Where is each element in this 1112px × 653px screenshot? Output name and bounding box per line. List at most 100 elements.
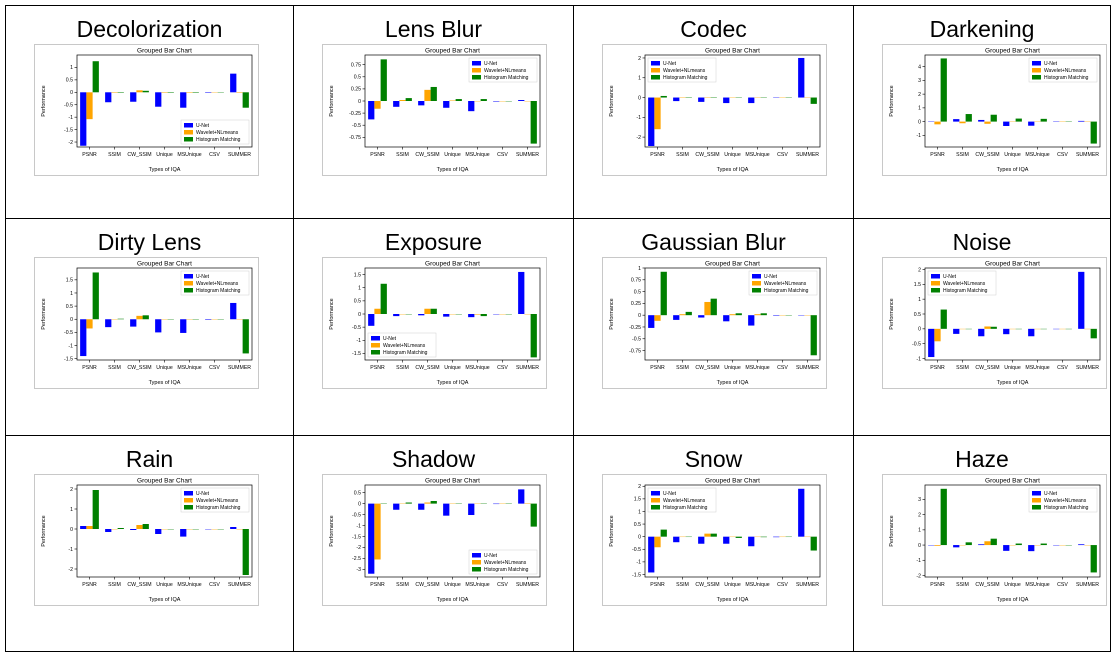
degradation-title: Codec	[680, 16, 747, 42]
legend-entry: U-Net	[196, 123, 210, 129]
y-axis-label: Performance	[329, 515, 335, 547]
bar	[654, 536, 661, 548]
x-tick-label: CW_SSIM	[127, 152, 151, 158]
bar	[648, 536, 655, 573]
bar	[1078, 271, 1085, 329]
bar	[242, 529, 249, 575]
bar	[130, 319, 137, 327]
y-tick-label: 2	[918, 512, 921, 518]
x-tick-label: SSIM	[676, 365, 689, 371]
legend-entry: Wavelet+NLmeans	[943, 281, 986, 287]
bar-chart-svg: Grouped Bar Chart Types of IQA Performance…	[609, 261, 821, 386]
x-tick-label: SUMMER	[516, 152, 539, 158]
bar	[810, 315, 817, 356]
bar	[698, 97, 705, 102]
bar	[723, 97, 730, 104]
legend-entry: Histogram Matching	[484, 567, 529, 573]
legend-entry: Histogram Matching	[663, 75, 708, 81]
legend-swatch	[184, 123, 193, 128]
chart-title: Grouped Bar Chart	[425, 478, 480, 485]
y-tick-label: -1.5	[352, 534, 361, 540]
y-tick-label: -1.5	[64, 356, 73, 362]
x-tick-label: MSUnique	[177, 582, 201, 588]
y-tick-label: 0	[638, 95, 641, 101]
legend-entry: U-Net	[484, 553, 498, 559]
y-tick-label: -0.5	[64, 103, 73, 109]
x-tick-label: MSUnique	[465, 582, 489, 588]
y-tick-label: -1	[356, 523, 361, 529]
y-tick-label: 3	[918, 497, 921, 503]
y-tick-label: 0	[918, 119, 921, 125]
bar-chart-svg: Grouped Bar Chart Types of IQA Performance…	[41, 261, 253, 386]
x-tick-label: CW_SSIM	[415, 152, 439, 158]
y-tick-label: 1	[70, 291, 73, 297]
x-axis-label: Types of IQA	[717, 380, 749, 386]
y-axis-label: Performance	[609, 515, 615, 547]
bar	[130, 92, 137, 102]
bar	[92, 272, 99, 320]
bar	[1028, 328, 1035, 337]
y-tick-label: -1	[68, 343, 73, 349]
x-tick-label: PSNR	[650, 152, 665, 158]
chart-cell: Lens Blur Grouped Bar Chart Types of IQA Pe…	[293, 5, 574, 219]
bar	[393, 101, 400, 107]
chart-title: Grouped Bar Chart	[985, 261, 1040, 268]
y-tick-label: -2	[356, 545, 361, 551]
y-tick-label: -0.5	[632, 547, 641, 553]
bar	[468, 503, 475, 516]
bar	[399, 100, 406, 101]
y-tick-label: 2	[70, 487, 73, 493]
y-tick-label: 0.75	[631, 278, 641, 284]
bar	[105, 319, 112, 328]
y-tick-label: 2	[918, 92, 921, 98]
y-axis-label: Performance	[609, 85, 615, 117]
bar-chart-svg: Grouped Bar Chart Types of IQA Performance…	[329, 261, 541, 386]
legend-entry: U-Net	[1044, 491, 1058, 497]
y-tick-label: 2	[918, 267, 921, 273]
bar	[953, 119, 960, 122]
x-tick-label: SUMMER	[1076, 152, 1099, 158]
x-tick-label: PSNR	[930, 152, 945, 158]
bar	[704, 533, 711, 537]
x-tick-label: Unique	[156, 365, 173, 371]
y-tick-label: 1	[358, 286, 361, 292]
bar	[368, 101, 375, 120]
degradation-title: Decolorization	[76, 16, 223, 42]
bar	[748, 97, 755, 104]
legend-swatch	[651, 61, 660, 66]
x-tick-label: CW_SSIM	[975, 365, 999, 371]
y-tick-label: -1	[916, 558, 921, 564]
y-tick-label: 0.5	[354, 75, 361, 81]
bar	[136, 315, 143, 320]
x-tick-label: CSV	[209, 365, 220, 371]
x-tick-label: SUMMER	[516, 365, 539, 371]
x-tick-label: CW_SSIM	[415, 365, 439, 371]
x-axis-label: Types of IQA	[149, 167, 181, 173]
x-tick-label: SUMMER	[796, 365, 819, 371]
x-axis-label: Types of IQA	[149, 597, 181, 603]
bar	[978, 544, 985, 546]
bar	[1090, 545, 1097, 573]
y-tick-label: -0.5	[352, 325, 361, 331]
bar	[424, 502, 431, 504]
legend-entry: Wavelet+NLmeans	[764, 281, 807, 287]
bar	[990, 326, 997, 329]
x-tick-label: PSNR	[650, 582, 665, 588]
y-tick-label: 1	[70, 507, 73, 513]
bar	[180, 92, 187, 108]
y-tick-label: -2	[68, 567, 73, 573]
legend-entry: Wavelet+NLmeans	[196, 498, 239, 504]
bar	[230, 73, 237, 93]
x-axis-label: Types of IQA	[437, 597, 469, 603]
legend-swatch	[1032, 505, 1041, 510]
x-tick-label: SSIM	[396, 365, 409, 371]
x-tick-label: Unique	[1004, 152, 1021, 158]
legend-entry: Histogram Matching	[943, 288, 988, 294]
bar	[430, 86, 437, 101]
y-tick-label: -1	[68, 547, 73, 553]
y-axis-label: Performance	[889, 85, 895, 117]
bar	[735, 536, 742, 538]
degradation-title: Haze	[955, 446, 1009, 472]
x-tick-label: SUMMER	[796, 152, 819, 158]
y-tick-label: -1	[916, 133, 921, 139]
